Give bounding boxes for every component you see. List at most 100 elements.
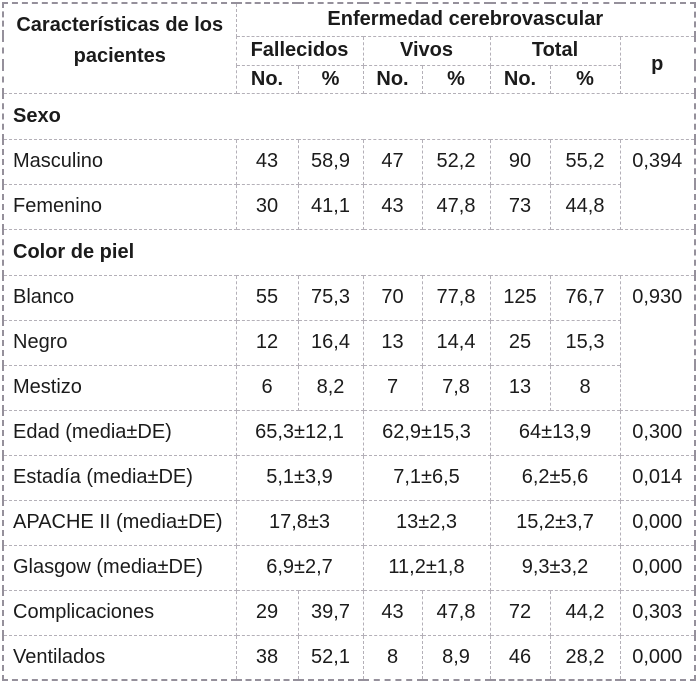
cell-fallecidos-mean: 17,8±3: [235, 499, 364, 546]
cell-fallecidos-pct: 39,7: [297, 589, 364, 636]
cell-total-mean: 6,2±5,6: [489, 454, 621, 501]
column-header-fallecidos-no: No.: [235, 64, 299, 94]
cell-vivos-no: 47: [362, 138, 423, 185]
cell-p-value: 0,000: [619, 634, 696, 681]
cell-vivos-no: 43: [362, 183, 423, 230]
cell-p-value: 0,000: [619, 499, 696, 546]
table-row-blanco: Blanco 55 75,3 70 77,8 125 76,7 0,930: [2, 274, 696, 411]
column-header-total-pct: %: [549, 64, 621, 94]
cell-fallecidos-no: 43: [235, 138, 299, 185]
cell-p-value: 0,303: [619, 589, 696, 636]
cell-fallecidos-pct: 16,4: [297, 319, 364, 366]
cell-total-no: 90: [489, 138, 551, 185]
table-row-apache: APACHE II (media±DE) 17,8±3 13±2,3 15,2±…: [2, 499, 696, 546]
cell-vivos-mean: 7,1±6,5: [362, 454, 491, 501]
row-label: Blanco: [2, 274, 237, 321]
cell-fallecidos-no: 6: [235, 364, 299, 411]
column-header-fallecidos-pct: %: [297, 64, 364, 94]
cell-total-pct: 44,8: [549, 183, 621, 230]
cell-vivos-no: 43: [362, 589, 423, 636]
cell-total-no: 73: [489, 183, 551, 230]
cell-fallecidos-mean: 5,1±3,9: [235, 454, 364, 501]
column-header-fallecidos: Fallecidos: [235, 35, 364, 66]
column-header-total-no: No.: [489, 64, 551, 94]
cell-vivos-no: 70: [362, 274, 423, 321]
cell-p-value: 0,000: [619, 544, 696, 591]
row-label: Edad (media±DE): [2, 409, 237, 456]
cell-vivos-no: 13: [362, 319, 423, 366]
cell-vivos-pct: 52,2: [421, 138, 491, 185]
cell-vivos-pct: 47,8: [421, 183, 491, 230]
cell-p-value: 0,300: [619, 409, 696, 456]
column-header-p: p: [619, 35, 696, 94]
cell-vivos-pct: 7,8: [421, 364, 491, 411]
cell-fallecidos-no: 29: [235, 589, 299, 636]
cell-total-no: 13: [489, 364, 551, 411]
cell-fallecidos-no: 38: [235, 634, 299, 681]
cell-total-no: 25: [489, 319, 551, 366]
cell-vivos-no: 7: [362, 364, 423, 411]
row-label: Mestizo: [2, 364, 237, 411]
cell-p-value: 0,014: [619, 454, 696, 501]
row-label: Masculino: [2, 138, 237, 185]
cell-vivos-pct: 47,8: [421, 589, 491, 636]
table-row-complicaciones: Complicaciones 29 39,7 43 47,8 72 44,2 0…: [2, 589, 696, 636]
table-row-estadia: Estadía (media±DE) 5,1±3,9 7,1±6,5 6,2±5…: [2, 454, 696, 501]
row-label: Glasgow (media±DE): [2, 544, 237, 591]
cell-total-mean: 9,3±3,2: [489, 544, 621, 591]
cell-total-pct: 76,7: [549, 274, 621, 321]
row-label: Femenino: [2, 183, 237, 230]
cell-vivos-pct: 77,8: [421, 274, 491, 321]
table-row-mestizo: Mestizo 6 8,2 7 7,8 13 8: [2, 364, 695, 411]
table-row-femenino: Femenino 30 41,1 43 47,8 73 44,8: [2, 183, 695, 230]
table-row-negro: Negro 12 16,4 13 14,4 25 15,3: [2, 319, 695, 366]
column-header-vivos: Vivos: [362, 35, 491, 66]
column-header-vivos-no: No.: [362, 64, 423, 94]
patient-characteristics-table: Características de los pacientes Enferme…: [2, 2, 697, 681]
table-row-glasgow: Glasgow (media±DE) 6,9±2,7 11,2±1,8 9,3±…: [2, 544, 696, 591]
cell-total-no: 46: [489, 634, 551, 681]
cell-fallecidos-pct: 58,9: [297, 138, 364, 185]
section-row-sexo: Sexo: [2, 92, 696, 140]
cell-fallecidos-pct: 41,1: [297, 183, 364, 230]
section-label: Color de piel: [2, 228, 696, 276]
cell-total-no: 72: [489, 589, 551, 636]
cell-total-pct: 15,3: [549, 319, 621, 366]
cell-total-pct: 28,2: [549, 634, 621, 681]
row-label: Negro: [2, 319, 237, 366]
header-row-2: Fallecidos Vivos Total p: [3, 35, 696, 94]
cell-total-pct: 55,2: [549, 138, 621, 185]
section-label: Sexo: [2, 92, 696, 140]
cell-total-pct: 8: [549, 364, 621, 411]
table-row-edad: Edad (media±DE) 65,3±12,1 62,9±15,3 64±1…: [2, 409, 696, 456]
column-header-characteristics: Características de los pacientes: [2, 2, 237, 94]
cell-p-value: 0,394: [619, 138, 696, 230]
cell-p-value: 0,930: [619, 274, 696, 411]
cell-total-no: 125: [489, 274, 551, 321]
row-label: Complicaciones: [2, 589, 237, 636]
cell-fallecidos-mean: 6,9±2,7: [235, 544, 364, 591]
row-label: APACHE II (media±DE): [2, 499, 237, 546]
cell-total-mean: 15,2±3,7: [489, 499, 621, 546]
cell-total-pct: 44,2: [549, 589, 621, 636]
cell-vivos-pct: 8,9: [421, 634, 491, 681]
cell-vivos-mean: 13±2,3: [362, 499, 491, 546]
cell-vivos-pct: 14,4: [421, 319, 491, 366]
header-row-3: No. % No. % No. %: [3, 64, 695, 94]
cell-fallecidos-pct: 8,2: [297, 364, 364, 411]
table-row-masculino: Masculino 43 58,9 47 52,2 90 55,2 0,394: [2, 138, 696, 230]
table-row-ventilados: Ventilados 38 52,1 8 8,9 46 28,2 0,000: [2, 634, 696, 681]
cell-fallecidos-pct: 52,1: [297, 634, 364, 681]
header-row-1: Características de los pacientes Enferme…: [2, 2, 696, 94]
cell-fallecidos-no: 12: [235, 319, 299, 366]
cell-fallecidos-mean: 65,3±12,1: [235, 409, 364, 456]
row-label: Estadía (media±DE): [2, 454, 237, 501]
cell-vivos-no: 8: [362, 634, 423, 681]
cell-fallecidos-no: 30: [235, 183, 299, 230]
row-label: Ventilados: [2, 634, 237, 681]
cell-fallecidos-pct: 75,3: [297, 274, 364, 321]
column-header-total: Total: [489, 35, 621, 66]
cell-vivos-mean: 11,2±1,8: [362, 544, 491, 591]
column-header-disease-group: Enfermedad cerebrovascular: [235, 2, 696, 37]
section-row-color-de-piel: Color de piel: [2, 228, 696, 276]
